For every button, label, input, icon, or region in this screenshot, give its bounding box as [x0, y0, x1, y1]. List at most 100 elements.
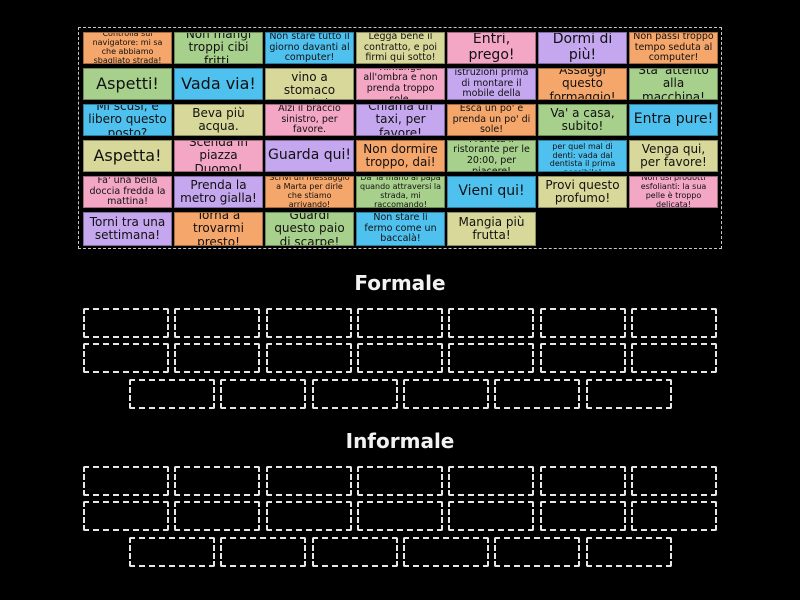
drop-slot[interactable]	[311, 537, 398, 567]
answer-card[interactable]: Alzi il braccio sinistro, per favore.	[265, 104, 354, 136]
answer-card-text: Vieni qui!	[458, 183, 525, 200]
drop-slot[interactable]	[265, 501, 352, 531]
answer-card[interactable]: Aspetti!	[83, 68, 172, 100]
answer-card-text: Non bere vino a stomaco vuoto!	[282, 69, 337, 99]
drop-slot[interactable]	[494, 379, 581, 409]
answer-card[interactable]: Va' a casa, subito!	[538, 104, 627, 136]
drop-slot[interactable]	[630, 501, 717, 531]
answer-card[interactable]: Mi scusi, è libero questo posto?	[83, 104, 172, 136]
answer-card-text: Dormi di più!	[552, 32, 613, 63]
answer-card[interactable]: Entri, prego!	[447, 32, 536, 64]
answer-card[interactable]: Non passi troppo tempo seduta al compute…	[629, 32, 718, 64]
answer-card-text: Assaggi questo formaggio!	[549, 68, 616, 100]
answer-card[interactable]: Beva più acqua.	[174, 104, 263, 136]
answer-card[interactable]: Venga qui, per favore!	[629, 140, 718, 172]
drop-slot[interactable]	[356, 308, 443, 338]
answer-card-text: Non aspetti troppo per quel mal di denti…	[545, 141, 620, 171]
drop-slot[interactable]	[585, 537, 672, 567]
answer-card[interactable]: Scenda in piazza Duomo!	[174, 140, 263, 172]
answer-card-text: Leggi le istruzioni prima di montare il …	[454, 68, 529, 100]
answer-card[interactable]: Non mangi troppi cibi fritti.	[174, 32, 263, 64]
answer-card-text: Guardi questo paio di scarpe!	[274, 212, 345, 246]
drop-slot[interactable]	[83, 343, 169, 373]
card-tray: Controlla sul navigatore: mi sa che abbi…	[78, 27, 722, 249]
drop-slot[interactable]	[265, 343, 352, 373]
drop-slot[interactable]	[265, 466, 352, 496]
answer-card[interactable]: Non stare lì fermo come un baccalà!	[356, 212, 445, 246]
drop-slot[interactable]	[630, 466, 717, 496]
answer-card[interactable]: Non aspetti troppo per quel mal di denti…	[538, 140, 627, 172]
answer-card[interactable]: Torni tra una settimana!	[83, 212, 172, 246]
answer-card-text: Torni tra una settimana!	[89, 214, 166, 242]
answer-card[interactable]: Sta' attento alla macchina!	[629, 68, 718, 100]
answer-card[interactable]: Legga bene il contratto, e poi firmi qui…	[356, 32, 445, 64]
drop-slot[interactable]	[448, 343, 535, 373]
answer-card[interactable]: Non stare tutto il giorno davanti al com…	[265, 32, 354, 64]
drop-slot[interactable]	[83, 501, 169, 531]
drop-slot[interactable]	[220, 537, 307, 567]
answer-card-text: Non dormire troppo, dai!	[363, 141, 438, 169]
drop-slot[interactable]	[494, 537, 581, 567]
answer-card-text: Prenota il ristorante per le 20:00, per …	[453, 141, 530, 172]
drop-slot[interactable]	[402, 379, 489, 409]
drop-slot[interactable]	[220, 379, 307, 409]
drop-slot[interactable]	[630, 308, 717, 338]
drop-slot[interactable]	[265, 308, 352, 338]
answer-card-text: Controlla sul navigatore: mi sa che abbi…	[92, 32, 163, 64]
answer-card[interactable]: Rimanga all'ombra e non prenda troppo so…	[356, 68, 445, 100]
drop-slot[interactable]	[356, 466, 443, 496]
drop-slot[interactable]	[539, 466, 626, 496]
drop-slot[interactable]	[539, 308, 626, 338]
drop-slot[interactable]	[356, 343, 443, 373]
drop-slot[interactable]	[402, 537, 489, 567]
answer-card-text: Aspetti!	[96, 74, 159, 94]
drop-slot[interactable]	[129, 537, 215, 567]
drop-slot[interactable]	[129, 379, 215, 409]
drop-slot[interactable]	[83, 466, 169, 496]
drop-slot[interactable]	[585, 379, 672, 409]
answer-card-text: Guarda qui!	[268, 147, 351, 164]
answer-card[interactable]: Non usi prodotti esfolianti: la sua pell…	[629, 176, 718, 208]
drop-slot[interactable]	[174, 466, 261, 496]
drop-slot[interactable]	[174, 308, 261, 338]
answer-card[interactable]: Prenda la metro gialla!	[174, 176, 263, 208]
answer-card[interactable]: Chiama un taxi, per favore!	[356, 104, 445, 136]
answer-card-text: Da' la mano al papà quando attraversi la…	[359, 176, 441, 208]
answer-card-text: Scrivi un messaggio a Marta per dirle ch…	[269, 176, 350, 208]
answer-card[interactable]: Provi questo profumo!	[538, 176, 627, 208]
group-title-informale: Informale	[345, 429, 455, 453]
answer-card[interactable]: Da' la mano al papà quando attraversi la…	[356, 176, 445, 208]
drop-slot[interactable]	[83, 308, 169, 338]
drop-slot[interactable]	[539, 501, 626, 531]
drop-slot[interactable]	[356, 501, 443, 531]
drop-slot[interactable]	[448, 466, 535, 496]
drop-slot[interactable]	[311, 379, 398, 409]
answer-card[interactable]: Non bere vino a stomaco vuoto!	[265, 68, 354, 100]
drop-slot[interactable]	[448, 501, 535, 531]
answer-card[interactable]: Prenota il ristorante per le 20:00, per …	[447, 140, 536, 172]
answer-card[interactable]: Aspetta!	[83, 140, 172, 172]
answer-card[interactable]: Scrivi un messaggio a Marta per dirle ch…	[265, 176, 354, 208]
drop-slot[interactable]	[539, 343, 626, 373]
answer-card[interactable]: Non dormire troppo, dai!	[356, 140, 445, 172]
answer-card[interactable]: Controlla sul navigatore: mi sa che abbi…	[83, 32, 172, 64]
answer-card[interactable]: Mangia più frutta!	[447, 212, 536, 246]
answer-card[interactable]: Esca un po' e prenda un po' di sole!	[447, 104, 536, 136]
drop-slot[interactable]	[630, 343, 717, 373]
answer-card[interactable]: Assaggi questo formaggio!	[538, 68, 627, 100]
answer-card[interactable]: Guardi questo paio di scarpe!	[265, 212, 354, 246]
answer-card-text: Non stare tutto il giorno davanti al com…	[269, 32, 350, 64]
answer-card-text: Venga qui, per favore!	[640, 141, 707, 169]
answer-card[interactable]: Entra pure!	[629, 104, 718, 136]
answer-card[interactable]: Guarda qui!	[265, 140, 354, 172]
answer-card[interactable]: Fa' una bella doccia fredda la mattina!	[83, 176, 172, 208]
answer-card[interactable]: Leggi le istruzioni prima di montare il …	[447, 68, 536, 100]
drop-slot[interactable]	[174, 343, 261, 373]
answer-card[interactable]: Torna a trovarmi presto!	[174, 212, 263, 246]
answer-card[interactable]: Dormi di più!	[538, 32, 627, 64]
drop-slot[interactable]	[448, 308, 535, 338]
answer-card[interactable]: Vada via!	[174, 68, 263, 100]
answer-card-text: Legga bene il contratto, e poi firmi qui…	[363, 32, 438, 64]
drop-slot[interactable]	[174, 501, 261, 531]
answer-card[interactable]: Vieni qui!	[447, 176, 536, 208]
